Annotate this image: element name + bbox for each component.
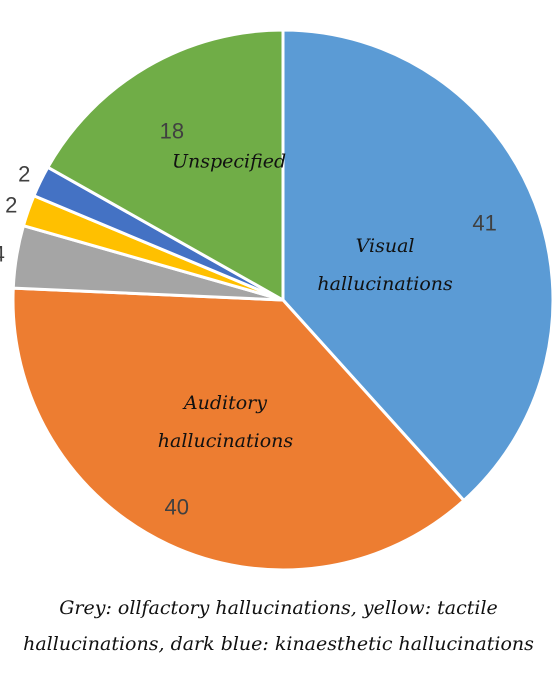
data-label-4: 2 xyxy=(5,193,17,218)
data-label-2: 40 xyxy=(164,494,188,519)
pie-svg: 41 Visual hallucinations 40 Auditory hallucin… xyxy=(0,28,555,572)
data-label-5: 2 xyxy=(18,161,30,186)
category-label-auditory-hallucinations: Auditory hallucinations xyxy=(158,392,294,452)
category-label-unspecified: Unspecified xyxy=(172,151,286,173)
category-label-visual-hallucinations: Visual hallucinations xyxy=(317,235,453,295)
chart-caption: Grey: ollfactory hallucinations, yellow:… xyxy=(23,597,534,655)
pie-slice-2 xyxy=(11,286,466,572)
data-label-6: 18 xyxy=(160,119,184,144)
pie-slice-6 xyxy=(46,28,285,302)
pie-slice-1 xyxy=(281,28,555,502)
data-label-1: 41 xyxy=(472,210,496,235)
data-label-3: 4 xyxy=(0,242,5,267)
